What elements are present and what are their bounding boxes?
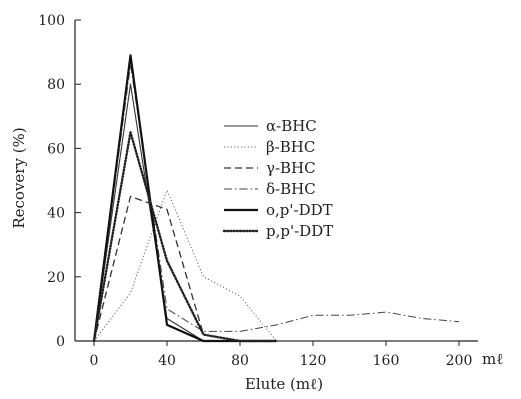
axes-layer: 0 20 40 60 80 100 0 40 80 120 160 200 (38, 13, 478, 369)
x-tick-label: 120 (300, 353, 327, 369)
y-tick-label: 80 (47, 77, 65, 93)
legend-label-2: β-BHC (266, 138, 315, 156)
series-line-6 (92, 131, 278, 343)
x-tick-label: 200 (446, 353, 473, 369)
y-tick-label: 40 (47, 206, 65, 222)
y-tick-label: 60 (47, 141, 65, 157)
series-line-3 (93, 195, 277, 342)
x-tick-label: 80 (231, 353, 249, 369)
y-tick-label: 0 (56, 334, 65, 350)
legend-label-1: α-BHC (266, 117, 317, 135)
series-line-4 (93, 64, 460, 342)
series-line-2 (93, 189, 277, 342)
x-tick-label: 40 (158, 353, 176, 369)
series-layer (92, 54, 460, 343)
x-tick-label: 0 (90, 353, 99, 369)
legend-label-5: o,p'-DDT (266, 201, 333, 219)
legend: α-BHC β-BHC γ-BHC δ-BHC o,p'-DDT p,p'-DDT (222, 117, 333, 240)
legend-label-4: δ-BHC (266, 180, 316, 198)
x-axis-unit-label: mℓ (482, 350, 503, 368)
x-axis-title: Elute (mℓ) (245, 375, 323, 393)
x-tick-label: 160 (373, 353, 400, 369)
legend-label-3: γ-BHC (266, 159, 316, 177)
y-axis-title: Recovery (%) (10, 127, 28, 228)
y-tick-label: 100 (38, 13, 65, 29)
y-tick-label: 20 (47, 270, 65, 286)
legend-label-6: p,p'-DDT (266, 222, 333, 240)
